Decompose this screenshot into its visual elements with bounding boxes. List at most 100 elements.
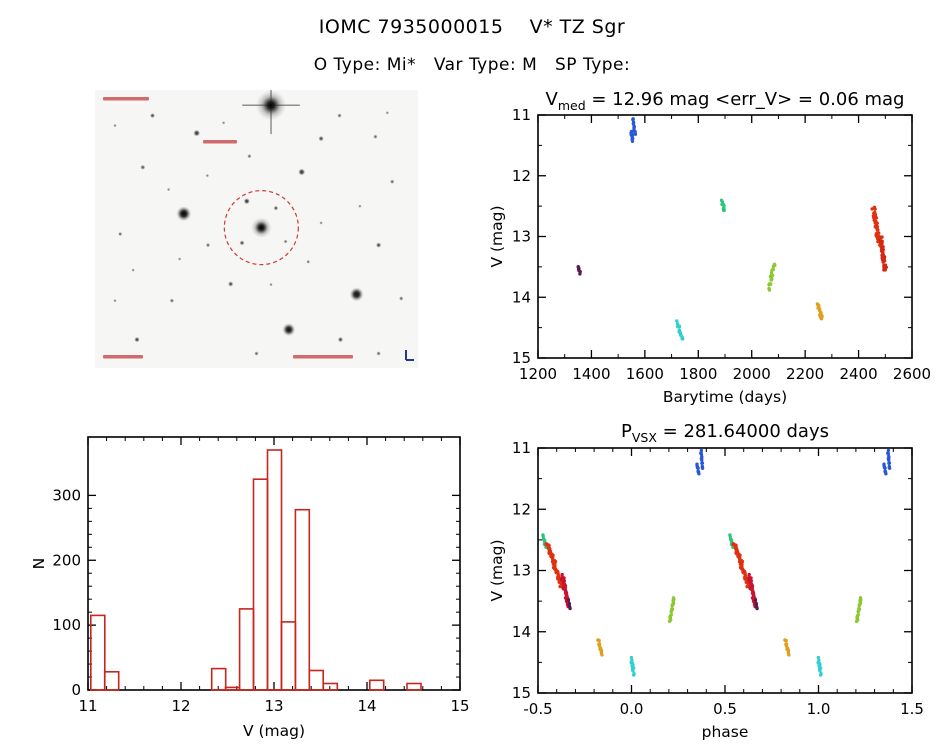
y-axis-label: N [30, 558, 48, 570]
star [149, 113, 156, 119]
finder-chart-image [95, 90, 418, 368]
star [306, 259, 311, 264]
phase-plot: -0.5 0.0 0.5 1.0 1.5 11 12 13 14 15 phase V (mag) PV… [488, 421, 924, 741]
x-tick-label: 11 [78, 697, 97, 715]
x-tick-label: 1400 [572, 365, 610, 383]
data-points [576, 117, 888, 341]
star [113, 298, 117, 303]
x-tick-label: 1200 [519, 365, 557, 383]
hist-bar [406, 682, 422, 691]
y-tick-label: 12 [512, 500, 531, 518]
x-axis-label: Barytime (days) [663, 388, 787, 406]
x-tick-label: 14 [357, 697, 376, 715]
data-points [541, 448, 892, 677]
hist-bar [294, 508, 311, 691]
x-tick-label: 2400 [839, 365, 877, 383]
hist-bar [308, 669, 324, 691]
star [298, 168, 306, 176]
star [243, 198, 250, 205]
bright-star [262, 96, 281, 115]
y-tick-label: 13 [512, 228, 531, 246]
star [349, 287, 364, 302]
star [282, 323, 296, 337]
y-tick-label: 11 [512, 106, 531, 124]
x-tick-label: 1600 [626, 365, 664, 383]
hist-bar [103, 671, 120, 691]
x-tick-label: 1800 [679, 365, 717, 383]
star [283, 239, 288, 244]
hist-bar [210, 667, 227, 691]
star [227, 281, 234, 287]
histogram-bars [89, 449, 422, 691]
star [389, 179, 395, 184]
star [193, 129, 201, 137]
x-axis-ticks: -0.5 0.0 0.5 1.0 1.5 [523, 448, 924, 718]
x-tick-label: -0.5 [523, 700, 552, 718]
annotation-marks [103, 97, 353, 359]
x-tick-label: 1.0 [807, 700, 831, 718]
target-star [254, 221, 268, 235]
y-tick-label: 200 [52, 551, 81, 569]
annotation-mark [293, 355, 353, 359]
star [254, 351, 259, 356]
page-subtitle: O Type: Mi* Var Type: M SP Type: [313, 55, 631, 75]
page-title: IOMC 7935000015 V* TZ Sgr [318, 16, 626, 38]
plot-box [537, 114, 913, 359]
star [177, 257, 182, 261]
star [118, 231, 123, 237]
star [247, 154, 252, 159]
y-tick-label: 300 [52, 486, 81, 504]
hist-bar [368, 679, 385, 691]
x-tick-label: 1.5 [900, 700, 924, 718]
star [166, 187, 171, 192]
star [376, 351, 381, 356]
y-axis-ticks: 11 12 13 14 15 [512, 106, 912, 367]
hist-bar [280, 621, 297, 691]
target-circle [223, 190, 299, 266]
star [319, 221, 323, 225]
hist-bar [252, 478, 269, 691]
y-tick-label: 0 [71, 681, 81, 699]
x-tick-label: 13 [264, 697, 283, 715]
y-tick-label: 14 [512, 623, 531, 641]
star [375, 242, 382, 248]
x-tick-label: 15 [450, 697, 469, 715]
annotation-mark [203, 140, 237, 144]
x-axis-ticks: 1200 1400 1600 1800 2000 2200 2400 2600 [519, 115, 931, 383]
star [337, 113, 342, 118]
y-tick-label: 14 [512, 288, 531, 306]
star [269, 282, 273, 287]
star [385, 111, 390, 115]
hist-bar [322, 682, 339, 691]
star [113, 123, 117, 128]
chart-title: Vmed = 12.96 mag <err_V> = 0.06 mag [546, 89, 905, 113]
x-tick-label: 0.0 [620, 700, 644, 718]
star [239, 240, 245, 246]
star [205, 242, 211, 248]
y-tick-label: 11 [512, 439, 531, 457]
hist-bar [266, 449, 283, 691]
histogram-plot: 11 12 13 14 15 0 100 200 300 V (mag) N [30, 436, 470, 740]
star [358, 204, 362, 208]
star [221, 121, 226, 125]
plot-box [87, 436, 461, 691]
y-axis-label: V (mag) [488, 539, 506, 601]
y-tick-label: 12 [512, 167, 531, 185]
x-axis-label: phase [702, 723, 749, 741]
chart-title: PVSX = 281.64000 days [621, 421, 829, 445]
star [140, 164, 146, 170]
star [273, 205, 279, 211]
star [205, 173, 210, 178]
star [131, 268, 135, 272]
x-tick-label: 2200 [786, 365, 824, 383]
y-tick-label: 15 [512, 684, 531, 702]
star [169, 298, 175, 303]
hist-bar [89, 614, 106, 691]
lightcurve-plot: 1200 1400 1600 1800 2000 2200 2400 2600 11 12 13 14… [488, 89, 931, 406]
star [398, 296, 404, 301]
x-tick-label: 0.5 [713, 700, 737, 718]
y-tick-label: 15 [512, 349, 531, 367]
y-axis-ticks: 11 12 13 14 15 [512, 439, 912, 702]
star [176, 206, 192, 222]
